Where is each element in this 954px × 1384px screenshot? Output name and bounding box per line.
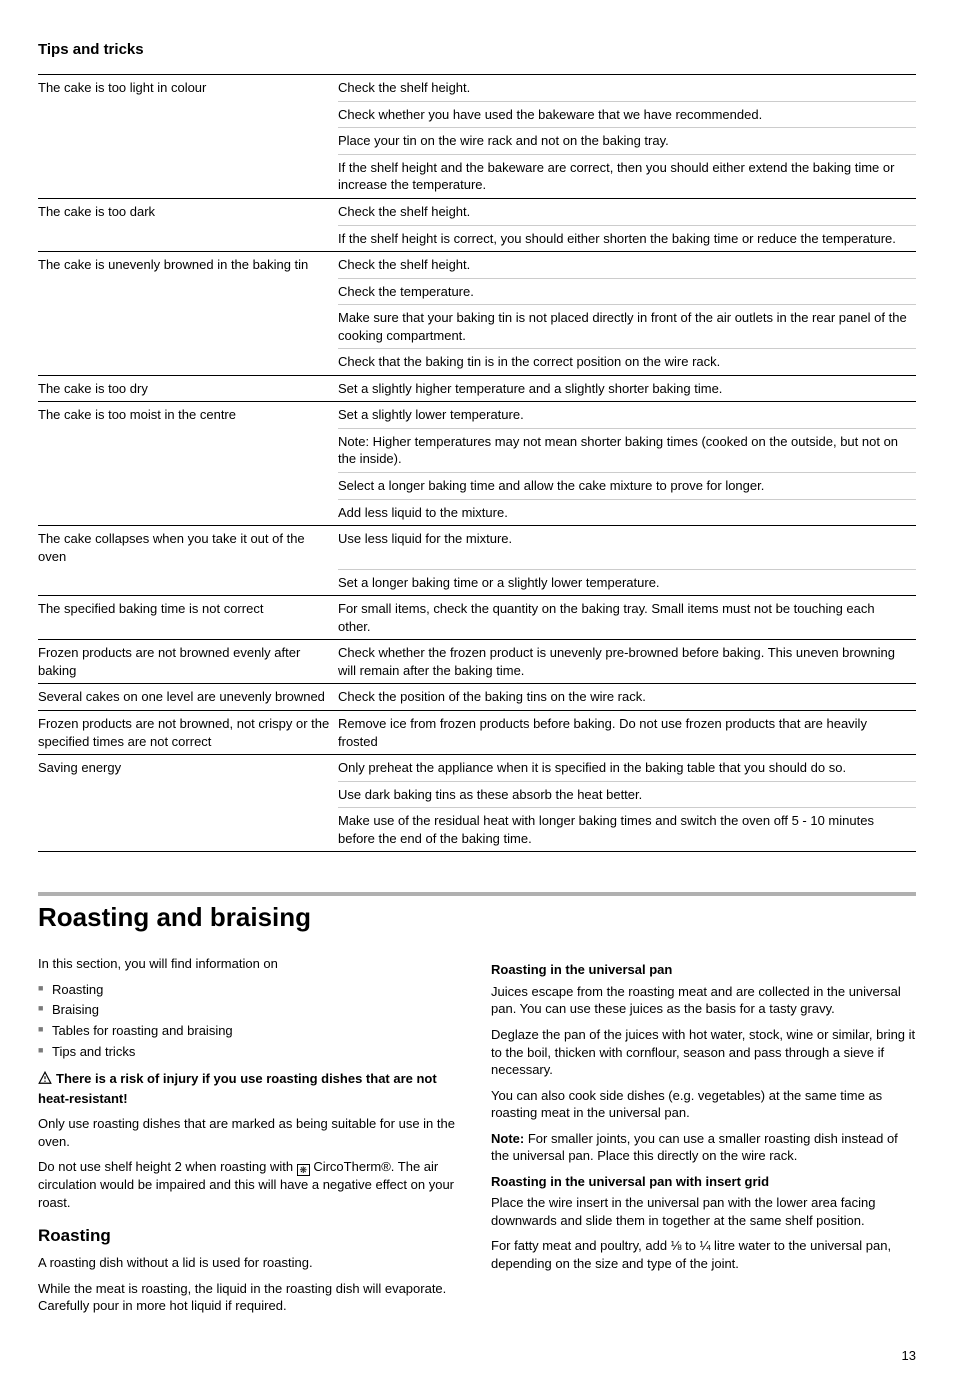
problem-cell: The specified baking time is not correct — [38, 596, 338, 640]
solution-cell: Check the position of the baking tins on… — [338, 684, 916, 711]
warning-icon — [38, 1071, 52, 1090]
solution-cell: If the shelf height and the bakeware are… — [338, 154, 916, 198]
solution-cell: Select a longer baking time and allow th… — [338, 473, 916, 500]
problem-cell — [38, 349, 338, 376]
problem-cell: The cake is too moist in the centre — [38, 402, 338, 429]
solution-cell: Check the temperature. — [338, 278, 916, 305]
warning-heading: There is a risk of injury if you use roa… — [38, 1070, 463, 1107]
problem-cell — [38, 305, 338, 349]
solution-cell: Check the shelf height. — [338, 198, 916, 225]
intro-list-item: Braising — [38, 1001, 463, 1019]
problem-cell: The cake is unevenly browned in the baki… — [38, 252, 338, 279]
solution-cell: Set a slightly higher temperature and a … — [338, 375, 916, 402]
circotherm-icon: ❋ — [297, 1164, 310, 1176]
tips-table: The cake is too light in colourCheck the… — [38, 74, 916, 851]
tips-heading: Tips and tricks — [38, 40, 916, 60]
problem-cell — [38, 101, 338, 128]
solution-cell: Use dark baking tins as these absorb the… — [338, 781, 916, 808]
solution-cell: If the shelf height is correct, you shou… — [338, 225, 916, 252]
problem-cell: Saving energy — [38, 755, 338, 782]
problem-cell: The cake is too dark — [38, 198, 338, 225]
problem-cell — [38, 128, 338, 155]
insert-grid-p2: For fatty meat and poultry, add ⅛ to ¼ l… — [491, 1237, 916, 1272]
roasting-subheading: Roasting — [38, 1225, 463, 1248]
solution-cell: Make sure that your baking tin is not pl… — [338, 305, 916, 349]
intro-text: In this section, you will find informati… — [38, 955, 463, 973]
roasting-para-2: While the meat is roasting, the liquid i… — [38, 1280, 463, 1315]
insert-grid-p1: Place the wire insert in the universal p… — [491, 1194, 916, 1229]
solution-cell: Check the shelf height. — [338, 75, 916, 102]
problem-cell — [38, 781, 338, 808]
problem-cell — [38, 808, 338, 852]
intro-list-item: Roasting — [38, 981, 463, 999]
section-divider — [38, 892, 916, 896]
solution-cell: Remove ice from frozen products before b… — [338, 710, 916, 754]
solution-cell: Check whether you have used the bakeware… — [338, 101, 916, 128]
intro-list-item: Tables for roasting and braising — [38, 1022, 463, 1040]
solution-cell: Only preheat the appliance when it is sp… — [338, 755, 916, 782]
problem-cell: Several cakes on one level are unevenly … — [38, 684, 338, 711]
right-column: Roasting in the universal pan Juices esc… — [491, 955, 916, 1323]
problem-cell — [38, 225, 338, 252]
solution-cell: Note: Higher temperatures may not mean s… — [338, 428, 916, 472]
problem-cell: Frozen products are not browned evenly a… — [38, 640, 338, 684]
warning-para-1: Only use roasting dishes that are marked… — [38, 1115, 463, 1150]
solution-cell: Add less liquid to the mixture. — [338, 499, 916, 526]
left-column: In this section, you will find informati… — [38, 955, 463, 1323]
note-para: Note: For smaller joints, you can use a … — [491, 1130, 916, 1165]
roasting-para-1: A roasting dish without a lid is used fo… — [38, 1254, 463, 1272]
problem-cell: The cake collapses when you take it out … — [38, 526, 338, 570]
insert-grid-heading: Roasting in the universal pan with inser… — [491, 1173, 916, 1191]
warning-para-2: Do not use shelf height 2 when roasting … — [38, 1158, 463, 1211]
problem-cell — [38, 154, 338, 198]
problem-cell — [38, 473, 338, 500]
solution-cell: Make use of the residual heat with longe… — [338, 808, 916, 852]
intro-list-item: Tips and tricks — [38, 1043, 463, 1061]
universal-pan-p2: Deglaze the pan of the juices with hot w… — [491, 1026, 916, 1079]
solution-cell: Use less liquid for the mixture. — [338, 526, 916, 570]
section-heading: Roasting and braising — [38, 900, 916, 935]
solution-cell: Set a slightly lower temperature. — [338, 402, 916, 429]
solution-cell: Check the shelf height. — [338, 252, 916, 279]
universal-pan-heading: Roasting in the universal pan — [491, 961, 916, 979]
problem-cell — [38, 428, 338, 472]
problem-cell — [38, 569, 338, 596]
problem-cell: The cake is too light in colour — [38, 75, 338, 102]
universal-pan-p3: You can also cook side dishes (e.g. vege… — [491, 1087, 916, 1122]
solution-cell: For small items, check the quantity on t… — [338, 596, 916, 640]
problem-cell: The cake is too dry — [38, 375, 338, 402]
problem-cell — [38, 499, 338, 526]
solution-cell: Check whether the frozen product is unev… — [338, 640, 916, 684]
solution-cell: Set a longer baking time or a slightly l… — [338, 569, 916, 596]
warning-text: There is a risk of injury if you use roa… — [38, 1071, 437, 1106]
intro-list: Roasting Braising Tables for roasting and … — [38, 981, 463, 1060]
problem-cell — [38, 278, 338, 305]
universal-pan-p1: Juices escape from the roasting meat and… — [491, 983, 916, 1018]
solution-cell: Check that the baking tin is in the corr… — [338, 349, 916, 376]
problem-cell: Frozen products are not browned, not cri… — [38, 710, 338, 754]
solution-cell: Place your tin on the wire rack and not … — [338, 128, 916, 155]
